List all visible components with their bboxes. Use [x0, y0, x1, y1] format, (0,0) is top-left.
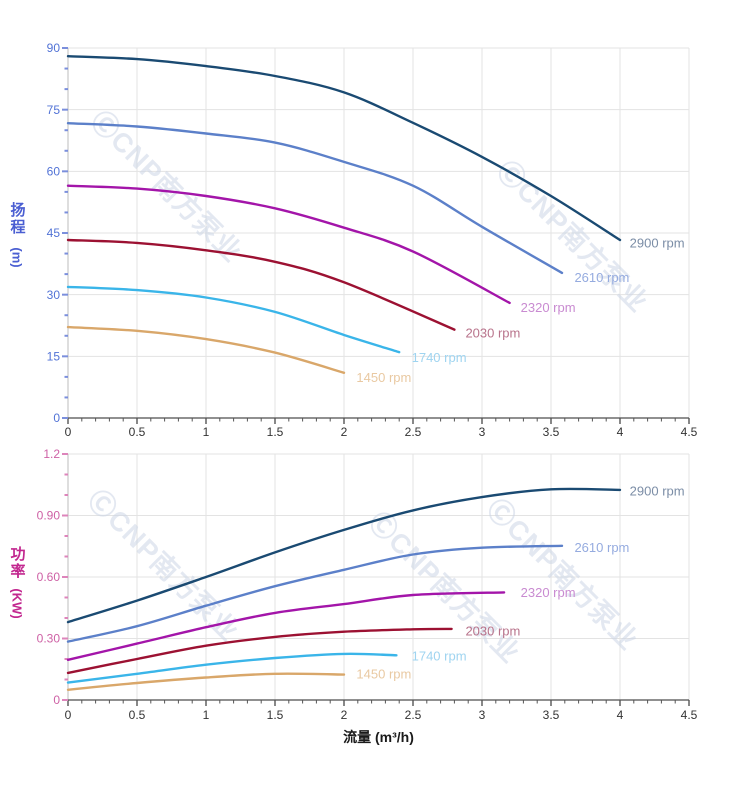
label-2900-rpm: 2900 rpm [630, 483, 685, 498]
head-axis-unit: (m) [9, 247, 25, 268]
y-tick-label: 0.30 [37, 632, 61, 646]
y-tick-label: 90 [47, 41, 61, 55]
curve-2610-rpm [66, 122, 564, 275]
y-tick-label: 75 [47, 103, 61, 117]
curve-2900-rpm [66, 487, 622, 624]
label-1450-rpm: 1450 rpm [356, 370, 411, 385]
y-tick-label: 0.90 [37, 509, 61, 523]
curve-2320-rpm [66, 591, 506, 661]
curves: 2900 rpm 2610 rpm 2320 rpm 2030 rpm 1740 rpm… [66, 483, 685, 691]
curve-1450-rpm [66, 325, 346, 374]
x-tick-label: 2.5 [405, 425, 422, 439]
x-tick-label: 3 [479, 425, 486, 439]
curve-2030-rpm [66, 627, 453, 675]
x-ticks: 0 0.5 1 1.5 2 2.5 3 3.5 4 4.5 [65, 700, 698, 722]
x-tick-label: 2 [341, 425, 348, 439]
label-2320-rpm: 2320 rpm [521, 585, 576, 600]
y-ticks: 0 0.30 0.60 0.90 1.2 [37, 447, 68, 707]
x-tick-label: 2.5 [405, 708, 422, 722]
curve-2320-rpm [66, 184, 511, 305]
label-1740-rpm: 1740 rpm [412, 648, 467, 663]
x-tick-label: 0.5 [129, 425, 146, 439]
x-tick-label: 3 [479, 708, 486, 722]
y-tick-label: 1.2 [43, 447, 60, 461]
flow-axis-title: 流量 (m³/h) [343, 729, 414, 745]
power-axis-unit: (KW) [9, 588, 25, 619]
head-axis-title: 扬程 [10, 202, 26, 236]
curve-2900-rpm [66, 55, 622, 242]
label-2030-rpm: 2030 rpm [465, 623, 520, 638]
x-tick-label: 3.5 [543, 708, 560, 722]
curve-2610-rpm [66, 544, 564, 643]
x-tick-label: 0.5 [129, 708, 146, 722]
y-tick-label: 0.60 [37, 570, 61, 584]
x-tick-label: 4 [617, 708, 624, 722]
y-tick-label: 60 [47, 165, 61, 179]
power-axis-title: 功率 [10, 546, 26, 580]
y-tick-label: 45 [47, 226, 61, 240]
y-tick-label: 15 [47, 350, 61, 364]
x-tick-label: 3.5 [543, 425, 560, 439]
x-tick-label: 0 [65, 425, 72, 439]
label-2030-rpm: 2030 rpm [465, 325, 520, 340]
watermarks: ⒸCNP南方泵业 ⒸCNP南方泵业 [85, 105, 654, 318]
curve-1450-rpm [66, 672, 346, 691]
curve-1740-rpm [66, 652, 398, 684]
label-1740-rpm: 1740 rpm [412, 350, 467, 365]
x-tick-label: 0 [65, 708, 72, 722]
x-tick-label: 4 [617, 425, 624, 439]
x-tick-label: 2 [341, 708, 348, 722]
label-2320-rpm: 2320 rpm [521, 300, 576, 315]
label-2610-rpm: 2610 rpm [574, 540, 629, 555]
y-ticks: 0 15 30 45 60 75 90 [47, 41, 68, 425]
grid [67, 47, 690, 419]
x-tick-label: 4.5 [681, 708, 698, 722]
head-curve-chart: ⒸCNP南方泵业 ⒸCNP南方泵业 0 0.5 1 1.5 2 2.5 3 3.5 4 4.5 0 15 3… [47, 41, 698, 439]
y-tick-label: 0 [53, 411, 60, 425]
y-tick-label: 30 [47, 288, 61, 302]
y-tick-label: 0 [53, 693, 60, 707]
x-tick-label: 1.5 [267, 425, 284, 439]
x-tick-label: 1 [203, 708, 210, 722]
label-2610-rpm: 2610 rpm [574, 270, 629, 285]
curve-1740-rpm [66, 285, 401, 354]
x-tick-label: 1 [203, 425, 210, 439]
curve-2030-rpm [66, 238, 456, 331]
label-2900-rpm: 2900 rpm [630, 235, 685, 250]
x-ticks: 0 0.5 1 1.5 2 2.5 3 3.5 4 4.5 [65, 418, 698, 439]
x-tick-label: 4.5 [681, 425, 698, 439]
label-1450-rpm: 1450 rpm [356, 667, 411, 682]
x-tick-label: 1.5 [267, 708, 284, 722]
brand-watermark: ⒸCNP南方泵业 [82, 484, 245, 647]
